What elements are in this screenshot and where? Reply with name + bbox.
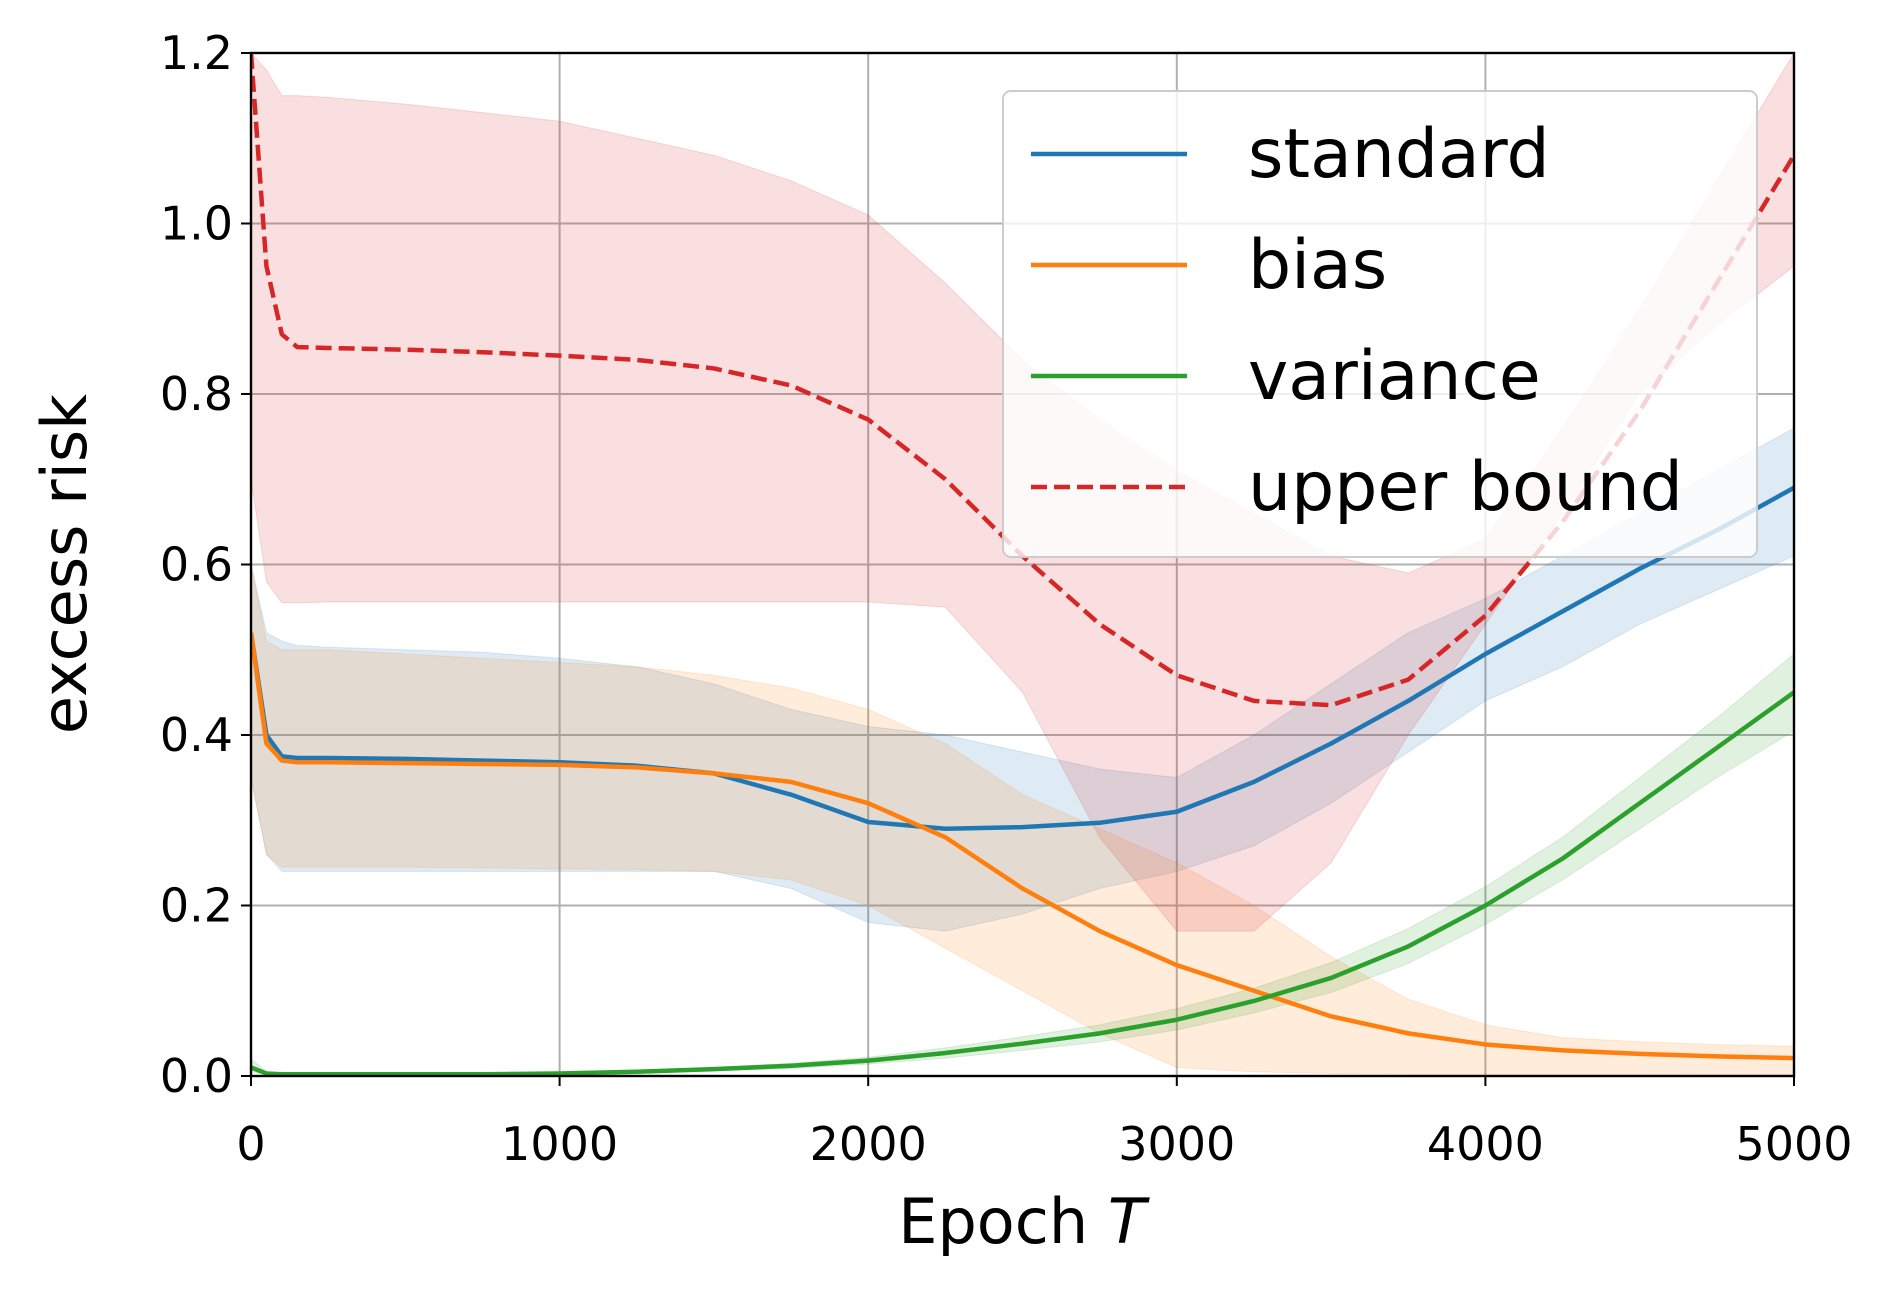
x-axis-label-text: Epoch [898, 1185, 1088, 1258]
y-tick-label: 0.2 [160, 879, 233, 933]
y-tick-label: 0.8 [160, 367, 233, 421]
x-tick-label: 4000 [1427, 1117, 1544, 1171]
y-tick-label: 0.4 [160, 708, 233, 762]
x-tick-label: 5000 [1735, 1117, 1852, 1171]
y-tick-label: 0.6 [160, 538, 233, 592]
legend-label: bias [1248, 226, 1387, 305]
series-line [251, 485, 1794, 832]
y-tick-label: 1.2 [160, 26, 233, 80]
y-tick-label: 0.0 [160, 1049, 233, 1103]
lines [251, 53, 1794, 1076]
x-tick-label: 1000 [501, 1117, 618, 1171]
x-axis-label-symbol: T [1108, 1185, 1150, 1258]
ticks: 0 1000 2000 3000 4000 5000 0.0 0.2 0.4 0.6 0.8 1.0 1… [160, 26, 1853, 1171]
legend-box [1002, 90, 1758, 558]
series-line [251, 53, 1794, 708]
legend-label: standard [1248, 115, 1550, 194]
x-axis-label: Epoch T [898, 1185, 1150, 1258]
legend: standard bias variance upper bound [1002, 90, 1758, 558]
band [251, 564, 1794, 1075]
x-tick-label: 3000 [1118, 1117, 1235, 1171]
x-tick-label: 0 [236, 1117, 265, 1171]
x-tick-label: 2000 [810, 1117, 927, 1171]
legend-label: variance [1248, 337, 1541, 416]
y-axis-label: excess risk [28, 394, 101, 734]
y-tick-label: 1.0 [160, 197, 233, 251]
series-line [251, 690, 1794, 1076]
series-line [251, 632, 1794, 1061]
legend-label: upper bound [1248, 448, 1683, 527]
band [251, 427, 1794, 932]
